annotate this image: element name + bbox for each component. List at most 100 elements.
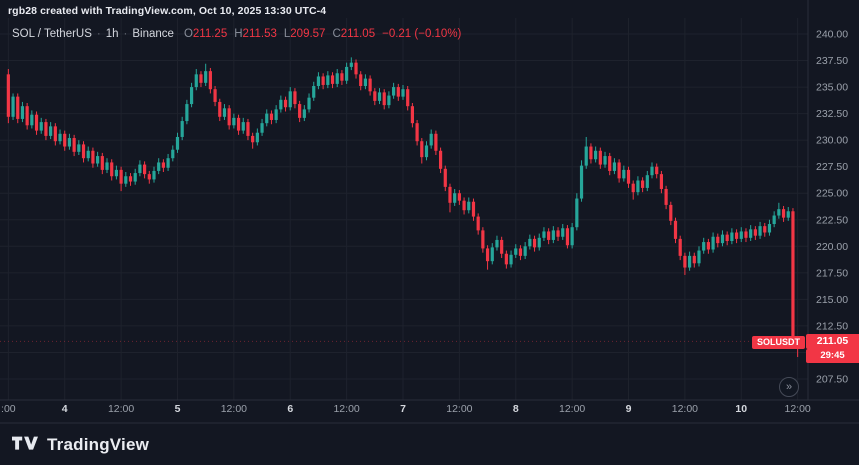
candle	[429, 129, 433, 149]
tradingview-brand-link[interactable]: TradingView	[12, 435, 149, 455]
candle	[373, 88, 377, 106]
candle	[579, 160, 584, 202]
candle	[791, 208, 795, 343]
bar-countdown-label: 29:45	[806, 349, 859, 363]
candle	[16, 93, 20, 124]
candle	[410, 103, 414, 128]
creation-caption: rgb28 created with TradingView.com, Oct …	[8, 5, 327, 17]
candle	[161, 159, 165, 172]
price-tick-label: 240.00	[816, 29, 848, 41]
candle	[528, 234, 532, 250]
candle	[30, 110, 34, 129]
candle	[641, 177, 645, 193]
candle	[251, 132, 255, 149]
candle	[565, 225, 570, 249]
candle	[298, 100, 302, 123]
candle	[72, 134, 76, 157]
candle	[415, 119, 419, 146]
candle	[77, 140, 81, 156]
candle	[283, 96, 288, 112]
time-tick-label: 12:00	[333, 403, 359, 415]
candle	[575, 193, 579, 231]
candle	[589, 143, 593, 164]
candle	[734, 229, 739, 244]
candle	[185, 99, 189, 125]
candle	[504, 250, 508, 269]
time-tick-label: 12:00	[446, 403, 472, 415]
symbol-title[interactable]: SOL / TetherUS	[12, 28, 92, 40]
interval-label[interactable]: 1h	[105, 28, 119, 40]
candle	[316, 72, 321, 90]
candle	[598, 147, 602, 169]
candle	[706, 238, 710, 254]
candle	[500, 236, 504, 258]
candle	[467, 197, 471, 214]
candle	[307, 93, 311, 113]
footer-bar: TradingView	[0, 424, 859, 465]
candle	[532, 235, 537, 252]
candle	[636, 176, 640, 196]
candle	[434, 130, 438, 156]
price-tick-label: 237.50	[816, 55, 848, 67]
tradingview-logo-icon	[12, 436, 38, 450]
candle	[626, 166, 631, 188]
candle	[462, 197, 466, 215]
candle	[232, 113, 236, 129]
symbol-price-flag: SOLUSDT	[751, 336, 805, 349]
candle	[730, 228, 734, 245]
candle	[570, 222, 574, 249]
candle	[20, 101, 25, 123]
candle	[11, 93, 15, 120]
candle	[612, 158, 617, 175]
double-chevron-right-icon: »	[785, 380, 793, 393]
tradingview-wordmark: TradingView	[47, 434, 150, 454]
price-tick-label: 217.50	[816, 267, 848, 279]
candle	[204, 63, 208, 87]
candle	[786, 207, 790, 221]
candle	[53, 123, 57, 146]
time-tick-label: 8	[513, 403, 519, 415]
time-tick-label: 12:00	[108, 403, 134, 415]
candle	[335, 69, 339, 88]
candle	[265, 109, 269, 127]
time-tick-label: 6	[287, 403, 293, 415]
candle	[448, 183, 452, 213]
candle	[241, 117, 245, 134]
time-axis[interactable]: :00 4 12:00 5 12:00 6 12:00 7 12:00 8 12:00 9 12:00 1…	[1, 403, 811, 415]
candle	[673, 217, 678, 244]
candle	[692, 252, 696, 268]
time-tick-label: 12:00	[785, 403, 811, 415]
candle	[772, 211, 776, 228]
price-tick-label: 225.00	[816, 188, 848, 200]
price-tick-label: 220.00	[816, 241, 848, 253]
price-axis[interactable]: 240.00 237.50 235.00 232.50 230.00 227.50 225.…	[816, 29, 848, 386]
candle	[556, 227, 560, 241]
candle	[453, 188, 457, 206]
candle	[91, 147, 95, 168]
candle	[406, 86, 410, 111]
candle	[246, 118, 250, 141]
candle	[124, 172, 128, 187]
low-value: 209.57	[290, 28, 326, 40]
candle	[44, 118, 48, 141]
candle	[293, 88, 297, 109]
scroll-to-realtime-button[interactable]: »	[779, 377, 799, 397]
price-tick-label: 230.00	[816, 135, 848, 147]
candle	[763, 222, 767, 237]
candle	[659, 170, 664, 194]
exchange-label: Binance	[132, 28, 174, 40]
candle	[312, 81, 316, 101]
candle	[321, 73, 325, 90]
candle	[218, 98, 222, 122]
candle	[340, 70, 344, 85]
price-tick-label: 227.50	[816, 161, 848, 173]
time-tick-label: 10	[735, 403, 747, 415]
candle	[664, 185, 668, 210]
candle	[603, 151, 607, 168]
candle	[471, 198, 476, 221]
candle	[81, 141, 86, 163]
candle	[119, 166, 123, 192]
open-label: O	[183, 28, 193, 40]
